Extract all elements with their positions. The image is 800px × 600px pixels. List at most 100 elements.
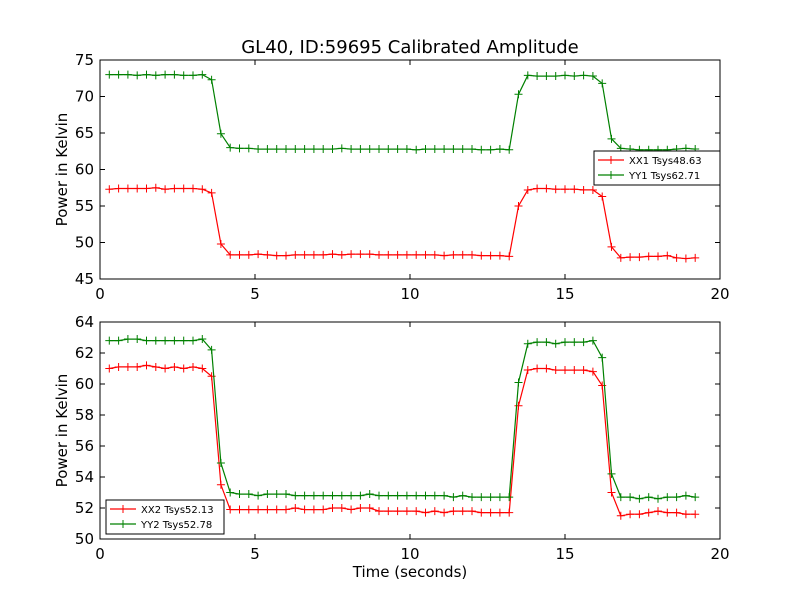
data-point	[142, 336, 151, 345]
y-tick-label: 54	[75, 468, 94, 486]
y-tick-label: 56	[75, 437, 94, 455]
data-point	[337, 504, 346, 512]
y-axis-label: Power in Kelvin	[53, 374, 71, 488]
data-point	[105, 336, 114, 345]
data-point	[151, 71, 160, 80]
data-point	[123, 362, 132, 371]
data-point	[189, 71, 197, 80]
data-point	[114, 336, 123, 345]
data-point	[477, 508, 486, 517]
data-point	[309, 491, 318, 500]
data-point	[421, 491, 430, 500]
x-tick-label: 15	[555, 285, 574, 303]
data-point	[570, 366, 579, 375]
x-tick-label: 0	[95, 545, 105, 563]
legend-label: YY1 Tsys62.71	[628, 171, 700, 182]
data-point	[663, 493, 672, 502]
data-point	[477, 145, 486, 154]
data-point	[235, 505, 244, 514]
data-point	[356, 250, 365, 259]
data-point	[570, 185, 579, 194]
data-point	[114, 70, 123, 79]
data-point	[607, 469, 616, 478]
y-tick-label: 62	[75, 344, 94, 362]
data-point	[561, 185, 569, 194]
data-point	[449, 493, 458, 502]
y-tick-label: 75	[75, 51, 94, 69]
data-point	[235, 144, 244, 153]
data-point	[644, 252, 653, 261]
x-tick-label: 10	[400, 285, 419, 303]
data-point	[319, 250, 328, 259]
data-point	[384, 250, 393, 259]
data-point	[151, 362, 160, 371]
data-point	[309, 250, 318, 259]
data-point	[291, 145, 300, 154]
data-point	[551, 72, 560, 81]
data-point	[412, 145, 421, 154]
data-point	[635, 253, 644, 262]
data-point	[254, 250, 263, 259]
data-point	[486, 145, 495, 154]
bottom-panel: 0 5 10 15 20 50 52 54 56 58 60 62 64 Power in Kelvin T…	[53, 313, 730, 581]
data-point	[309, 505, 318, 514]
data-point	[579, 338, 588, 347]
data-point	[356, 504, 365, 512]
data-point	[300, 250, 309, 259]
legend-marker	[607, 156, 615, 164]
y-tick-label: 52	[75, 499, 94, 517]
data-point	[598, 192, 607, 201]
data-point	[393, 250, 402, 259]
y-tick-label: 50	[75, 530, 94, 548]
legend-marker	[119, 505, 127, 513]
data-point	[161, 70, 170, 79]
data-point	[681, 510, 690, 519]
data-point	[133, 362, 142, 371]
data-point	[179, 71, 188, 80]
data-point	[300, 505, 309, 514]
data-point	[477, 251, 486, 260]
data-point	[672, 253, 681, 262]
data-point	[282, 251, 290, 260]
legend: XX2 Tsys52.13 YY2 Tsys52.78	[105, 499, 225, 535]
legend-marker	[119, 520, 127, 528]
data-point	[533, 338, 542, 347]
data-point	[523, 339, 532, 348]
legend-label: XX1 Tsys48.63	[629, 156, 702, 167]
x-axis-label: Time (seconds)	[352, 563, 468, 581]
data-point	[375, 250, 383, 259]
data-point	[244, 144, 253, 153]
data-point	[337, 250, 346, 259]
x-tick-label: 20	[710, 545, 729, 563]
data-point	[142, 361, 151, 370]
data-point	[579, 366, 588, 375]
data-point	[384, 145, 393, 154]
data-point	[561, 366, 569, 375]
data-point	[179, 364, 188, 373]
data-point	[607, 488, 616, 497]
data-point	[216, 480, 225, 489]
data-point	[514, 90, 523, 99]
y-tick-label: 60	[75, 375, 94, 393]
data-point	[440, 491, 449, 500]
data-point	[393, 145, 402, 154]
data-point	[551, 185, 560, 194]
data-point	[514, 401, 523, 410]
data-point	[123, 184, 132, 193]
data-point	[635, 494, 644, 503]
data-point	[189, 184, 197, 193]
data-point	[161, 336, 170, 345]
data-point	[254, 505, 263, 514]
data-point	[402, 145, 411, 154]
data-point	[616, 511, 625, 520]
data-point	[161, 185, 170, 194]
data-point	[579, 71, 588, 80]
data-point	[365, 145, 374, 154]
data-point	[412, 491, 421, 500]
data-point	[402, 491, 411, 500]
data-point	[514, 378, 523, 387]
data-point	[105, 364, 114, 373]
data-point	[216, 129, 225, 138]
data-point	[626, 510, 635, 519]
